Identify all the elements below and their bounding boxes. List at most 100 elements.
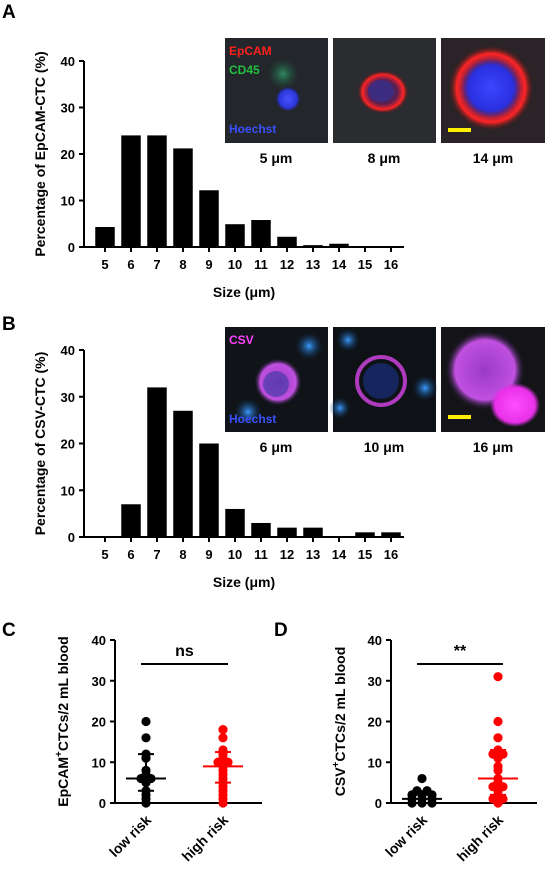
chart-b-x-axis-label: Size (μm) bbox=[213, 574, 275, 590]
micrograph-caption-b-2: 10 μm bbox=[364, 439, 404, 455]
chart-c-category-label: low risk bbox=[106, 812, 154, 860]
chart-c-y-tick-label: 40 bbox=[92, 633, 106, 648]
chart-d-data-point bbox=[493, 733, 503, 743]
chart-b-x-tick-label: 11 bbox=[254, 547, 268, 562]
panel-label-c: C bbox=[2, 620, 16, 641]
chart-d-data-point bbox=[493, 672, 503, 682]
chart-b-bar-13 bbox=[303, 527, 323, 537]
micrograph-a-stain-label: CD45 bbox=[229, 63, 260, 77]
chart-c-data-point bbox=[141, 716, 151, 727]
scale-bar-b bbox=[448, 415, 471, 419]
chart-a-x-tick-label: 11 bbox=[254, 257, 268, 272]
chart-b-bar-6 bbox=[121, 504, 141, 537]
chart-d-y-tick-label: 20 bbox=[368, 715, 382, 730]
micrograph-caption-a-3: 14 μm bbox=[473, 150, 513, 166]
micrograph-b-stain-label: Hoechst bbox=[229, 412, 276, 426]
chart-c-data-point bbox=[141, 798, 151, 808]
chart-b-x-tick-label: 7 bbox=[153, 547, 160, 562]
chart-a-x-tick-label: 16 bbox=[384, 257, 398, 272]
chart-d-data-point bbox=[493, 716, 503, 727]
micrograph-b-stain-label: CSV bbox=[229, 333, 254, 347]
chart-a-x-tick-label: 10 bbox=[228, 257, 242, 272]
panel-label-d: D bbox=[274, 620, 288, 641]
chart-c-significance-label: ns bbox=[175, 643, 194, 660]
chart-d-y-tick-label: 40 bbox=[368, 633, 382, 648]
chart-b-x-tick-label: 9 bbox=[205, 547, 212, 562]
chart-c-y-tick-label: 30 bbox=[92, 674, 106, 689]
chart-d-significance-label: ** bbox=[454, 643, 467, 660]
chart-c-y-tick-label: 10 bbox=[92, 755, 106, 770]
chart-b-y-tick-label: 0 bbox=[68, 530, 75, 545]
chart-b-x-tick-label: 13 bbox=[306, 547, 320, 562]
micrograph-b-3 bbox=[441, 327, 545, 432]
micrographs-b: CSV Hoechst 6 μm 10 μm 16 μm bbox=[225, 327, 545, 455]
chart-a-x-tick-label: 14 bbox=[332, 257, 347, 272]
chart-a-y-tick-label: 10 bbox=[61, 194, 75, 209]
chart-d-y-tick-label: 10 bbox=[368, 755, 382, 770]
chart-a-bar-13 bbox=[303, 245, 323, 247]
chart-b-bar-16 bbox=[381, 532, 401, 537]
chart-a-x-tick-label: 5 bbox=[101, 257, 108, 272]
chart-a-y-tick-label: 30 bbox=[61, 101, 75, 116]
chart-a-bar-6 bbox=[121, 135, 141, 247]
chart-d-data-point bbox=[407, 798, 417, 808]
chart-a-x-tick-label: 6 bbox=[127, 257, 134, 272]
micrograph-caption-a-1: 5 μm bbox=[260, 150, 293, 166]
chart-a-bar-5 bbox=[95, 227, 115, 247]
micrograph-caption-a-2: 8 μm bbox=[368, 150, 401, 166]
scale-bar-a bbox=[448, 128, 471, 132]
chart-a-x-tick-label: 7 bbox=[153, 257, 160, 272]
micrograph-b-1 bbox=[225, 327, 328, 432]
micrograph-b-2 bbox=[329, 327, 438, 432]
micrographs-a: EpCAM CD45 Hoechst 5 μm 8 μm 14 μm bbox=[225, 38, 545, 166]
chart-c-y-tick-label: 20 bbox=[92, 715, 106, 730]
chart-a-bar-11 bbox=[251, 220, 271, 247]
chart-a-y-tick-label: 40 bbox=[61, 54, 75, 69]
chart-a-bar-14 bbox=[329, 243, 349, 247]
chart-b-bar-15 bbox=[355, 532, 375, 537]
chart-d-category-label: high risk bbox=[454, 812, 507, 865]
chart-a-bar-10 bbox=[225, 224, 245, 247]
chart-b-bar-12 bbox=[277, 527, 297, 537]
bar-chart-epcam-ctc-size: 0 10 20 30 40 5 6 7 8 9 10 11 12 13 14 15 16 Size (μm) Per… bbox=[32, 51, 404, 300]
chart-c-data-point bbox=[141, 733, 151, 743]
panel-label-a: A bbox=[2, 2, 16, 23]
chart-d-data-point bbox=[493, 798, 503, 808]
chart-a-x-axis-label: Size (μm) bbox=[213, 284, 275, 300]
micrograph-caption-b-1: 6 μm bbox=[260, 439, 293, 455]
chart-a-y-tick-label: 0 bbox=[68, 240, 75, 255]
micrograph-a-1 bbox=[225, 38, 328, 143]
chart-b-x-tick-label: 6 bbox=[127, 547, 134, 562]
chart-a-y-tick-label: 20 bbox=[61, 147, 75, 162]
chart-a-x-tick-label: 9 bbox=[205, 257, 212, 272]
scatter-chart-csv-ctc-count: 0 10 20 30 40 low risk high risk ** CSV+CTCs/2 m… bbox=[331, 633, 537, 864]
chart-b-x-tick-label: 14 bbox=[332, 547, 347, 562]
chart-a-x-tick-label: 8 bbox=[179, 257, 186, 272]
scatter-chart-epcam-ctc-count: 0 10 20 30 40 low risk high risk ns EpCAM+CTCs/2… bbox=[54, 633, 262, 864]
chart-a-bar-12 bbox=[277, 236, 297, 247]
chart-b-x-tick-label: 16 bbox=[384, 547, 398, 562]
chart-b-bar-10 bbox=[225, 508, 245, 537]
micrograph-a-2 bbox=[333, 38, 436, 143]
chart-d-data-point bbox=[417, 773, 427, 784]
chart-b-x-tick-label: 10 bbox=[228, 547, 242, 562]
micrograph-a-stain-label: EpCAM bbox=[229, 44, 272, 58]
chart-b-bar-7 bbox=[147, 387, 167, 537]
chart-b-x-tick-label: 8 bbox=[179, 547, 186, 562]
chart-b-y-tick-label: 20 bbox=[61, 437, 75, 452]
bar-chart-csv-ctc-size: 0 10 20 30 40 5 6 7 8 9 10 11 12 13 14 15 16 Size (μm) Per… bbox=[32, 343, 404, 590]
chart-d-category-label: low risk bbox=[382, 812, 430, 860]
chart-a-x-tick-label: 13 bbox=[306, 257, 320, 272]
chart-a-bar-9 bbox=[199, 190, 219, 247]
chart-b-x-tick-label: 15 bbox=[358, 547, 372, 562]
chart-b-bar-9 bbox=[199, 443, 219, 537]
chart-d-y-tick-label: 30 bbox=[368, 674, 382, 689]
micrograph-a-stain-label: Hoechst bbox=[229, 122, 276, 136]
micrograph-a-3 bbox=[441, 38, 545, 143]
chart-a-x-tick-label: 15 bbox=[358, 257, 372, 272]
chart-a-bar-7 bbox=[147, 135, 167, 247]
chart-a-bar-8 bbox=[173, 148, 193, 247]
chart-c-data-point bbox=[218, 798, 228, 808]
chart-b-bar-8 bbox=[173, 410, 193, 537]
